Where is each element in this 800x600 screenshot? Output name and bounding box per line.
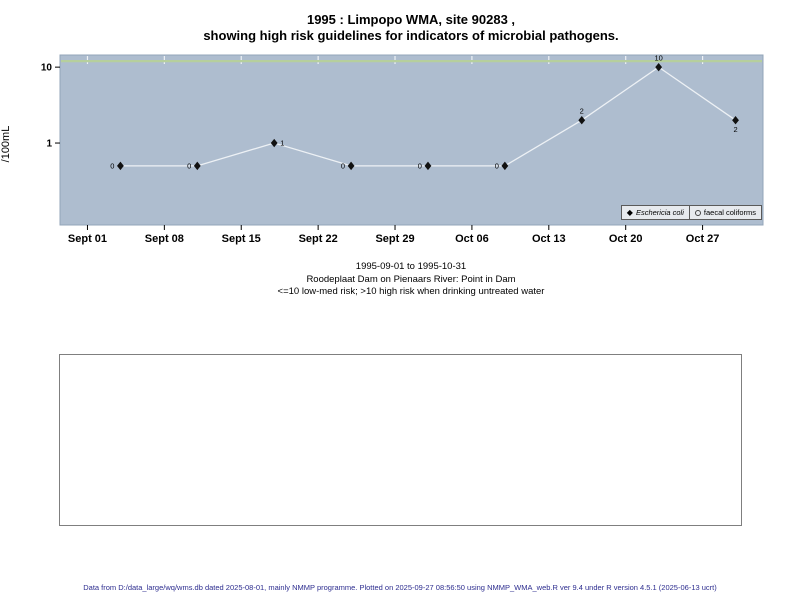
data-point-marker — [578, 115, 586, 125]
legend-label-faecal-coliforms: faecal coliforms — [703, 208, 756, 217]
data-point-label: 2 — [580, 107, 584, 116]
plot-area — [59, 54, 764, 226]
filled-diamond-marker-icon: ◆ — [626, 207, 633, 217]
chart-captions: 1995-09-01 to 1995-10-31 Roodeplaat Dam … — [0, 261, 800, 299]
empty-plot-panel — [59, 354, 742, 526]
data-point-marker — [193, 161, 201, 171]
data-point-marker — [424, 161, 432, 171]
chart-title-line2: showing high risk guidelines for indicat… — [203, 28, 619, 43]
data-point-label: 1 — [280, 139, 284, 148]
chart-plot-svg: Sept 01 Sept 08 Sept 15 Sept 22 Sept 29 Oct 0… — [41, 54, 764, 245]
footer-provenance-text: Data from D:/data_large/wq/wms.db dated … — [83, 583, 717, 592]
data-point-label: 0 — [341, 161, 345, 170]
data-point-label: 0 — [495, 161, 499, 170]
data-point-label: 0 — [110, 161, 114, 170]
legend-label-ecoli: Eschericia coli — [635, 208, 684, 217]
data-point-label: 10 — [654, 54, 662, 63]
data-point-marker — [347, 161, 355, 171]
x-tick-label: Oct 20 — [609, 233, 643, 245]
x-tick-label: Sept 01 — [68, 233, 107, 245]
legend-entry-ecoli: ◆ Eschericia coli — [622, 206, 689, 219]
x-tick-label: Oct 27 — [686, 233, 720, 245]
x-tick-label: Sept 08 — [145, 233, 184, 245]
caption-date-range: 1995-09-01 to 1995-10-31 — [355, 261, 467, 272]
x-tick-label: Oct 06 — [455, 233, 489, 245]
data-point-label: 0 — [418, 161, 422, 170]
x-tick-label: Oct 13 — [532, 233, 566, 245]
data-point-label: 0 — [187, 161, 191, 170]
chart-title: 1995 : Limpopo WMA, site 90283 , showing… — [0, 12, 800, 44]
data-point-marker — [501, 161, 509, 171]
data-point-marker — [117, 161, 124, 171]
caption-risk-guideline: <=10 low-med risk; >10 high risk when dr… — [277, 286, 545, 297]
open-circle-marker-icon — [694, 209, 701, 216]
caption-site-description: Roodeplaat Dam on Pienaars River: Point … — [306, 273, 516, 285]
chart-legend: ◆ Eschericia coli faecal coliforms — [620, 205, 762, 220]
data-point-marker — [270, 138, 278, 148]
data-point-marker — [655, 62, 663, 72]
x-tick-label: Sept 22 — [299, 233, 338, 245]
data-point-marker — [732, 115, 739, 125]
legend-entry-faecal-coliforms: faecal coliforms — [688, 206, 761, 219]
chart-title-line1: 1995 : Limpopo WMA, site 90283 , — [306, 12, 516, 27]
y-tick-label: 1 — [46, 139, 52, 150]
y-tick-label: 10 — [41, 63, 53, 74]
data-point-label: 2 — [733, 125, 737, 134]
x-tick-label: Sept 29 — [375, 233, 414, 245]
x-tick-label: Sept 15 — [222, 233, 261, 245]
